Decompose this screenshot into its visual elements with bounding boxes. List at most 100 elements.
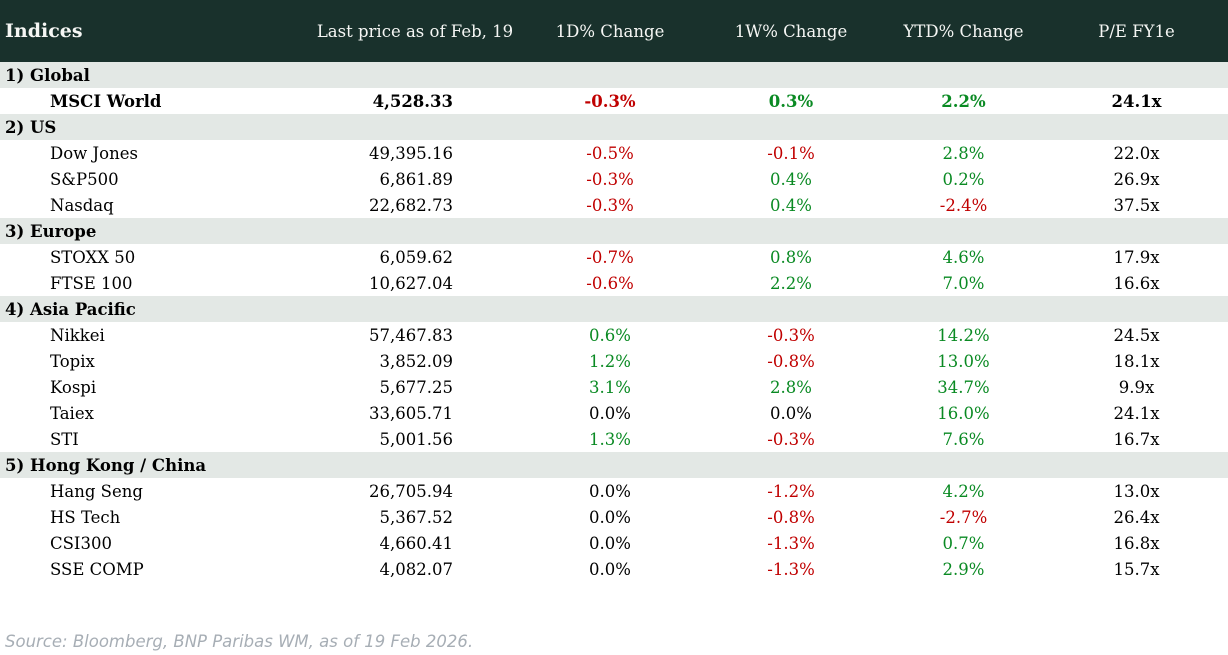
index-name: Nasdaq	[50, 195, 114, 215]
section-label: 5) Hong Kong / China	[5, 455, 207, 475]
section-row: 2) US	[0, 114, 1228, 140]
pe-value: 24.5x	[1113, 325, 1160, 345]
table-row: Taiex 33,605.71 0.0% 0.0% 16.0% 24.1x	[0, 400, 1228, 426]
pe-value: 17.9x	[1113, 247, 1160, 267]
last-price-value: 10,627.04	[369, 273, 453, 293]
table-row: SSE COMP 4,082.07 0.0% -1.3% 2.9% 15.7x	[0, 556, 1228, 582]
table-row: CSI300 4,660.41 0.0% -1.3% 0.7% 16.8x	[0, 530, 1228, 556]
last-price-value: 3,852.09	[379, 351, 453, 371]
chg-1w-value: -0.3%	[767, 325, 815, 345]
section-label: 3) Europe	[5, 221, 97, 241]
chg-1w-value: 2.8%	[770, 377, 812, 397]
col-header-1w-change: 1W% Change	[734, 21, 848, 41]
index-name: STOXX 50	[50, 247, 136, 267]
chg-1d-value: 0.0%	[589, 507, 631, 527]
pe-value: 24.1x	[1111, 91, 1162, 111]
chg-1d-value: 0.0%	[589, 403, 631, 423]
last-price-value: 5,001.56	[379, 429, 453, 449]
last-price-value: 22,682.73	[369, 195, 453, 215]
index-name: S&P500	[50, 169, 119, 189]
pe-value: 26.9x	[1113, 169, 1160, 189]
pe-value: 13.0x	[1113, 481, 1160, 501]
table-row: Topix 3,852.09 1.2% -0.8% 13.0% 18.1x	[0, 348, 1228, 374]
last-price-value: 4,660.41	[379, 533, 453, 553]
chg-1d-value: -0.5%	[586, 143, 634, 163]
index-name: STI	[50, 429, 79, 449]
index-name: Hang Seng	[50, 481, 143, 501]
pe-value: 9.9x	[1118, 377, 1155, 397]
section-label: 2) US	[5, 117, 57, 137]
section-label: 4) Asia Pacific	[5, 299, 136, 319]
chg-ytd-value: 2.2%	[941, 91, 986, 111]
section-label: 1) Global	[5, 65, 90, 85]
chg-ytd-value: 7.0%	[942, 273, 985, 293]
chg-1d-value: 1.3%	[589, 429, 631, 449]
pe-value: 24.1x	[1113, 403, 1160, 423]
section-row: 5) Hong Kong / China	[0, 452, 1228, 478]
chg-1w-value: -1.2%	[767, 481, 815, 501]
last-price-value: 33,605.71	[369, 403, 453, 423]
chg-ytd-value: 14.2%	[937, 325, 990, 345]
pe-value: 15.7x	[1113, 559, 1160, 579]
chg-ytd-value: 7.6%	[942, 429, 985, 449]
table-row: Kospi 5,677.25 3.1% 2.8% 34.7% 9.9x	[0, 374, 1228, 400]
table-row: Dow Jones 49,395.16 -0.5% -0.1% 2.8% 22.0x	[0, 140, 1228, 166]
last-price-value: 49,395.16	[369, 143, 453, 163]
chg-1d-value: 3.1%	[589, 377, 631, 397]
chg-1w-value: 0.4%	[770, 195, 812, 215]
col-header-pe: P/E FY1e	[1098, 21, 1175, 41]
last-price-value: 57,467.83	[369, 325, 453, 345]
source-note: Source: Bloomberg, BNP Paribas WM, as of…	[5, 632, 474, 651]
chg-1d-value: 0.0%	[589, 481, 631, 501]
chg-1w-value: -0.1%	[767, 143, 815, 163]
section-row: 3) Europe	[0, 218, 1228, 244]
pe-value: 16.8x	[1113, 533, 1160, 553]
indices-table-body: 1) Global MSCI World 4,528.33 -0.3% 0.3% 2.2%…	[0, 62, 1228, 582]
table-title: Indices	[5, 20, 83, 42]
table-row: Nasdaq 22,682.73 -0.3% 0.4% -2.4% 37.5x	[0, 192, 1228, 218]
table-row: S&P500 6,861.89 -0.3% 0.4% 0.2% 26.9x	[0, 166, 1228, 192]
chg-1w-value: 0.0%	[770, 403, 812, 423]
table-header-row: Indices Last price as of Feb, 19 1D% Cha…	[0, 0, 1228, 62]
table-row: FTSE 100 10,627.04 -0.6% 2.2% 7.0% 16.6x	[0, 270, 1228, 296]
pe-value: 16.7x	[1113, 429, 1160, 449]
index-name: CSI300	[50, 533, 112, 553]
last-price-value: 5,367.52	[379, 507, 453, 527]
chg-ytd-value: 4.6%	[942, 247, 985, 267]
col-header-ytd-change: YTD% Change	[903, 21, 1024, 41]
chg-1d-value: -0.3%	[586, 169, 634, 189]
chg-ytd-value: 16.0%	[937, 403, 990, 423]
chg-ytd-value: 0.2%	[942, 169, 985, 189]
table-row: HS Tech 5,367.52 0.0% -0.8% -2.7% 26.4x	[0, 504, 1228, 530]
section-row: 1) Global	[0, 62, 1228, 88]
index-name: MSCI World	[50, 91, 162, 111]
chg-1d-value: 1.2%	[589, 351, 631, 371]
chg-1w-value: -0.8%	[767, 351, 815, 371]
index-name: Nikkei	[50, 325, 105, 345]
col-header-1d-change: 1D% Change	[555, 21, 665, 41]
chg-ytd-value: -2.4%	[939, 195, 988, 215]
chg-ytd-value: 34.7%	[937, 377, 990, 397]
pe-value: 22.0x	[1113, 143, 1160, 163]
chg-1w-value: 2.2%	[770, 273, 812, 293]
chg-1w-value: -1.3%	[767, 533, 815, 553]
table-row: STI 5,001.56 1.3% -0.3% 7.6% 16.7x	[0, 426, 1228, 452]
last-price-value: 26,705.94	[369, 481, 453, 501]
last-price-value: 5,677.25	[379, 377, 453, 397]
indices-table: Indices Last price as of Feb, 19 1D% Cha…	[0, 0, 1228, 582]
chg-1d-value: 0.6%	[589, 325, 631, 345]
chg-1w-value: 0.3%	[768, 91, 814, 111]
pe-value: 16.6x	[1113, 273, 1160, 293]
chg-1w-value: 0.8%	[770, 247, 812, 267]
chg-1d-value: 0.0%	[589, 559, 631, 579]
chg-1d-value: -0.3%	[584, 91, 636, 111]
index-name: Taiex	[50, 403, 94, 423]
last-price-value: 6,059.62	[379, 247, 453, 267]
pe-value: 37.5x	[1113, 195, 1160, 215]
col-header-last-price: Last price as of Feb, 19	[316, 21, 514, 41]
chg-ytd-value: 13.0%	[937, 351, 990, 371]
chg-ytd-value: 4.2%	[942, 481, 985, 501]
chg-1w-value: -0.8%	[767, 507, 815, 527]
table-row: STOXX 50 6,059.62 -0.7% 0.8% 4.6% 17.9x	[0, 244, 1228, 270]
last-price-value: 4,528.33	[372, 91, 453, 111]
